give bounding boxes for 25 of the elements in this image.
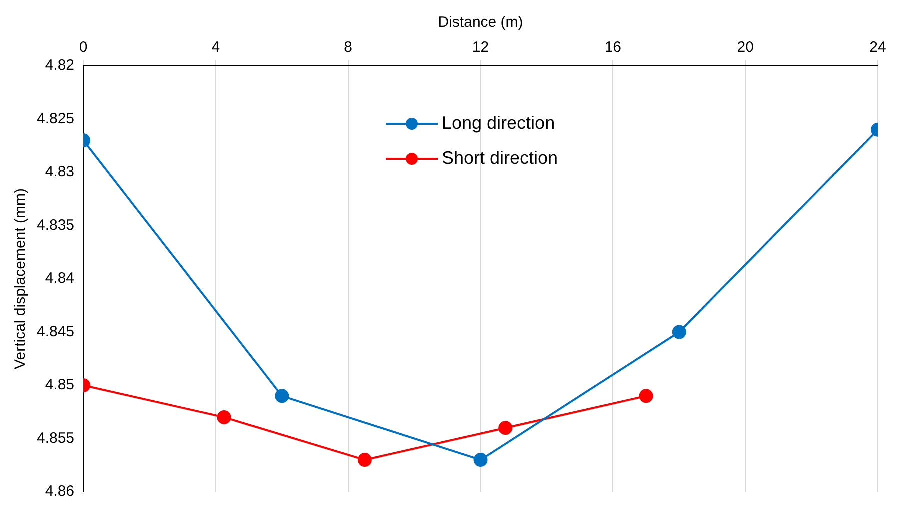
x-axis-title: Distance (m): [438, 14, 524, 32]
legend-label: Short direction: [442, 148, 558, 169]
y-tick-label: 4.85: [45, 376, 75, 394]
point: [672, 325, 686, 340]
y-tick-label: 4.825: [36, 110, 75, 128]
y-tick-label: 4.845: [36, 323, 75, 340]
point: [639, 389, 654, 404]
x-tick-label: 0: [79, 39, 88, 56]
y-tick-label: 4.835: [36, 216, 75, 234]
x-tick-label: 4: [212, 39, 220, 56]
point: [474, 453, 488, 468]
y-tick-label: 4.83: [45, 164, 75, 181]
point: [498, 421, 513, 436]
x-tick-label: 20: [737, 39, 754, 56]
point: [358, 453, 372, 468]
y-tick-label: 4.84: [45, 270, 75, 288]
y-tick-label: 4.855: [36, 430, 75, 447]
x-tick-label: 12: [472, 39, 490, 56]
y-tick-label: 4.82: [45, 57, 75, 74]
y-axis-title: Vertical displacement (mm): [12, 188, 30, 370]
x-tick-label: 8: [344, 39, 353, 56]
x-tick-label: 24: [870, 39, 886, 56]
x-tick-label: 16: [604, 39, 622, 56]
legend-label: Long direction: [442, 113, 556, 134]
y-tick-label: 4.86: [45, 483, 75, 500]
